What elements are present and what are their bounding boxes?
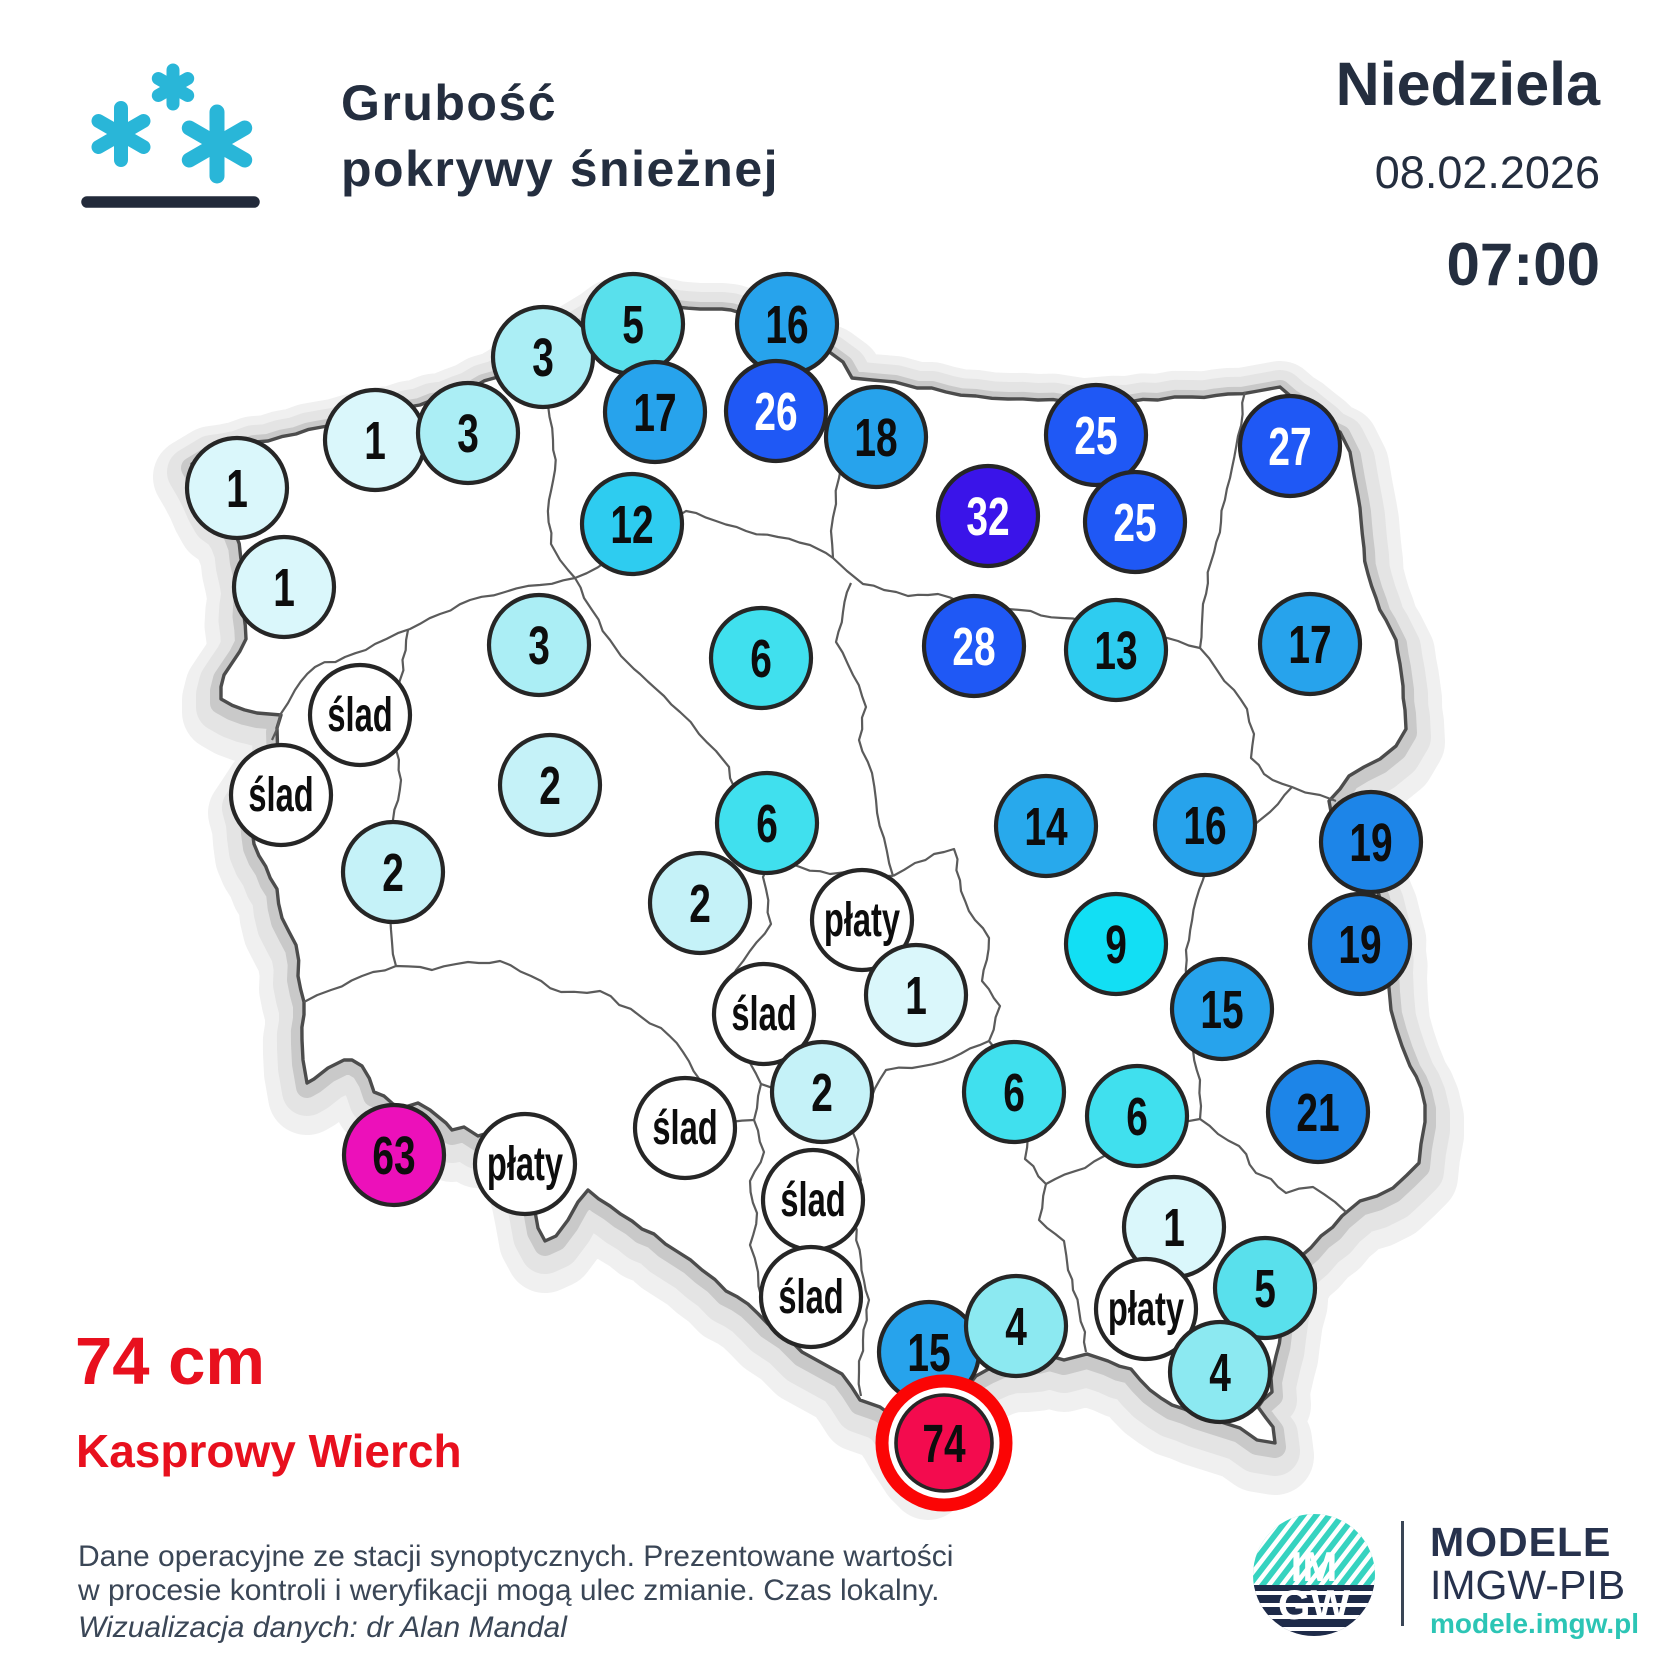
svg-text:3: 3 <box>457 403 479 464</box>
svg-text:5: 5 <box>1254 1258 1276 1319</box>
svg-text:12: 12 <box>610 494 653 555</box>
svg-text:63: 63 <box>372 1125 415 1186</box>
svg-text:19: 19 <box>1338 914 1381 975</box>
svg-text:1: 1 <box>905 965 927 1026</box>
svg-text:17: 17 <box>633 382 676 443</box>
svg-text:GW: GW <box>1278 1581 1351 1628</box>
svg-text:32: 32 <box>966 486 1009 547</box>
svg-text:6: 6 <box>756 793 778 854</box>
svg-text:1: 1 <box>1163 1197 1185 1258</box>
svg-text:2: 2 <box>811 1062 833 1123</box>
svg-text:ślad: ślad <box>731 987 796 1041</box>
svg-text:2: 2 <box>539 755 561 816</box>
svg-text:ślad: ślad <box>248 768 313 822</box>
svg-text:15: 15 <box>1200 979 1243 1040</box>
svg-text:28: 28 <box>952 616 995 677</box>
svg-text:25: 25 <box>1113 492 1156 553</box>
svg-text:21: 21 <box>1296 1082 1339 1143</box>
svg-text:6: 6 <box>1003 1062 1025 1123</box>
svg-text:IM: IM <box>1291 1543 1338 1590</box>
svg-text:ślad: ślad <box>780 1173 845 1227</box>
svg-text:9: 9 <box>1105 914 1127 975</box>
svg-text:18: 18 <box>854 407 897 468</box>
svg-text:26: 26 <box>754 381 797 442</box>
svg-text:74: 74 <box>922 1413 965 1474</box>
svg-text:płaty: płaty <box>824 893 900 947</box>
svg-text:ślad: ślad <box>327 688 392 742</box>
svg-text:2: 2 <box>382 842 404 903</box>
svg-text:13: 13 <box>1094 620 1137 681</box>
svg-text:płaty: płaty <box>487 1137 563 1191</box>
svg-text:ślad: ślad <box>778 1270 843 1324</box>
svg-text:ślad: ślad <box>652 1101 717 1155</box>
svg-text:3: 3 <box>532 327 554 388</box>
svg-text:14: 14 <box>1024 796 1067 857</box>
svg-text:płaty: płaty <box>1108 1282 1184 1336</box>
svg-text:16: 16 <box>765 294 808 355</box>
svg-text:15: 15 <box>907 1322 950 1383</box>
svg-text:19: 19 <box>1349 812 1392 873</box>
svg-text:25: 25 <box>1074 405 1117 466</box>
svg-text:6: 6 <box>1126 1086 1148 1147</box>
svg-text:2: 2 <box>689 873 711 934</box>
svg-text:1: 1 <box>226 458 248 519</box>
svg-text:1: 1 <box>273 557 295 618</box>
svg-text:1: 1 <box>364 410 386 471</box>
svg-text:16: 16 <box>1183 795 1226 856</box>
svg-text:6: 6 <box>750 628 772 689</box>
svg-text:5: 5 <box>622 294 644 355</box>
svg-text:4: 4 <box>1209 1342 1231 1403</box>
svg-text:4: 4 <box>1005 1296 1027 1357</box>
svg-text:17: 17 <box>1288 614 1331 675</box>
svg-text:27: 27 <box>1268 416 1311 477</box>
svg-text:3: 3 <box>528 615 550 676</box>
